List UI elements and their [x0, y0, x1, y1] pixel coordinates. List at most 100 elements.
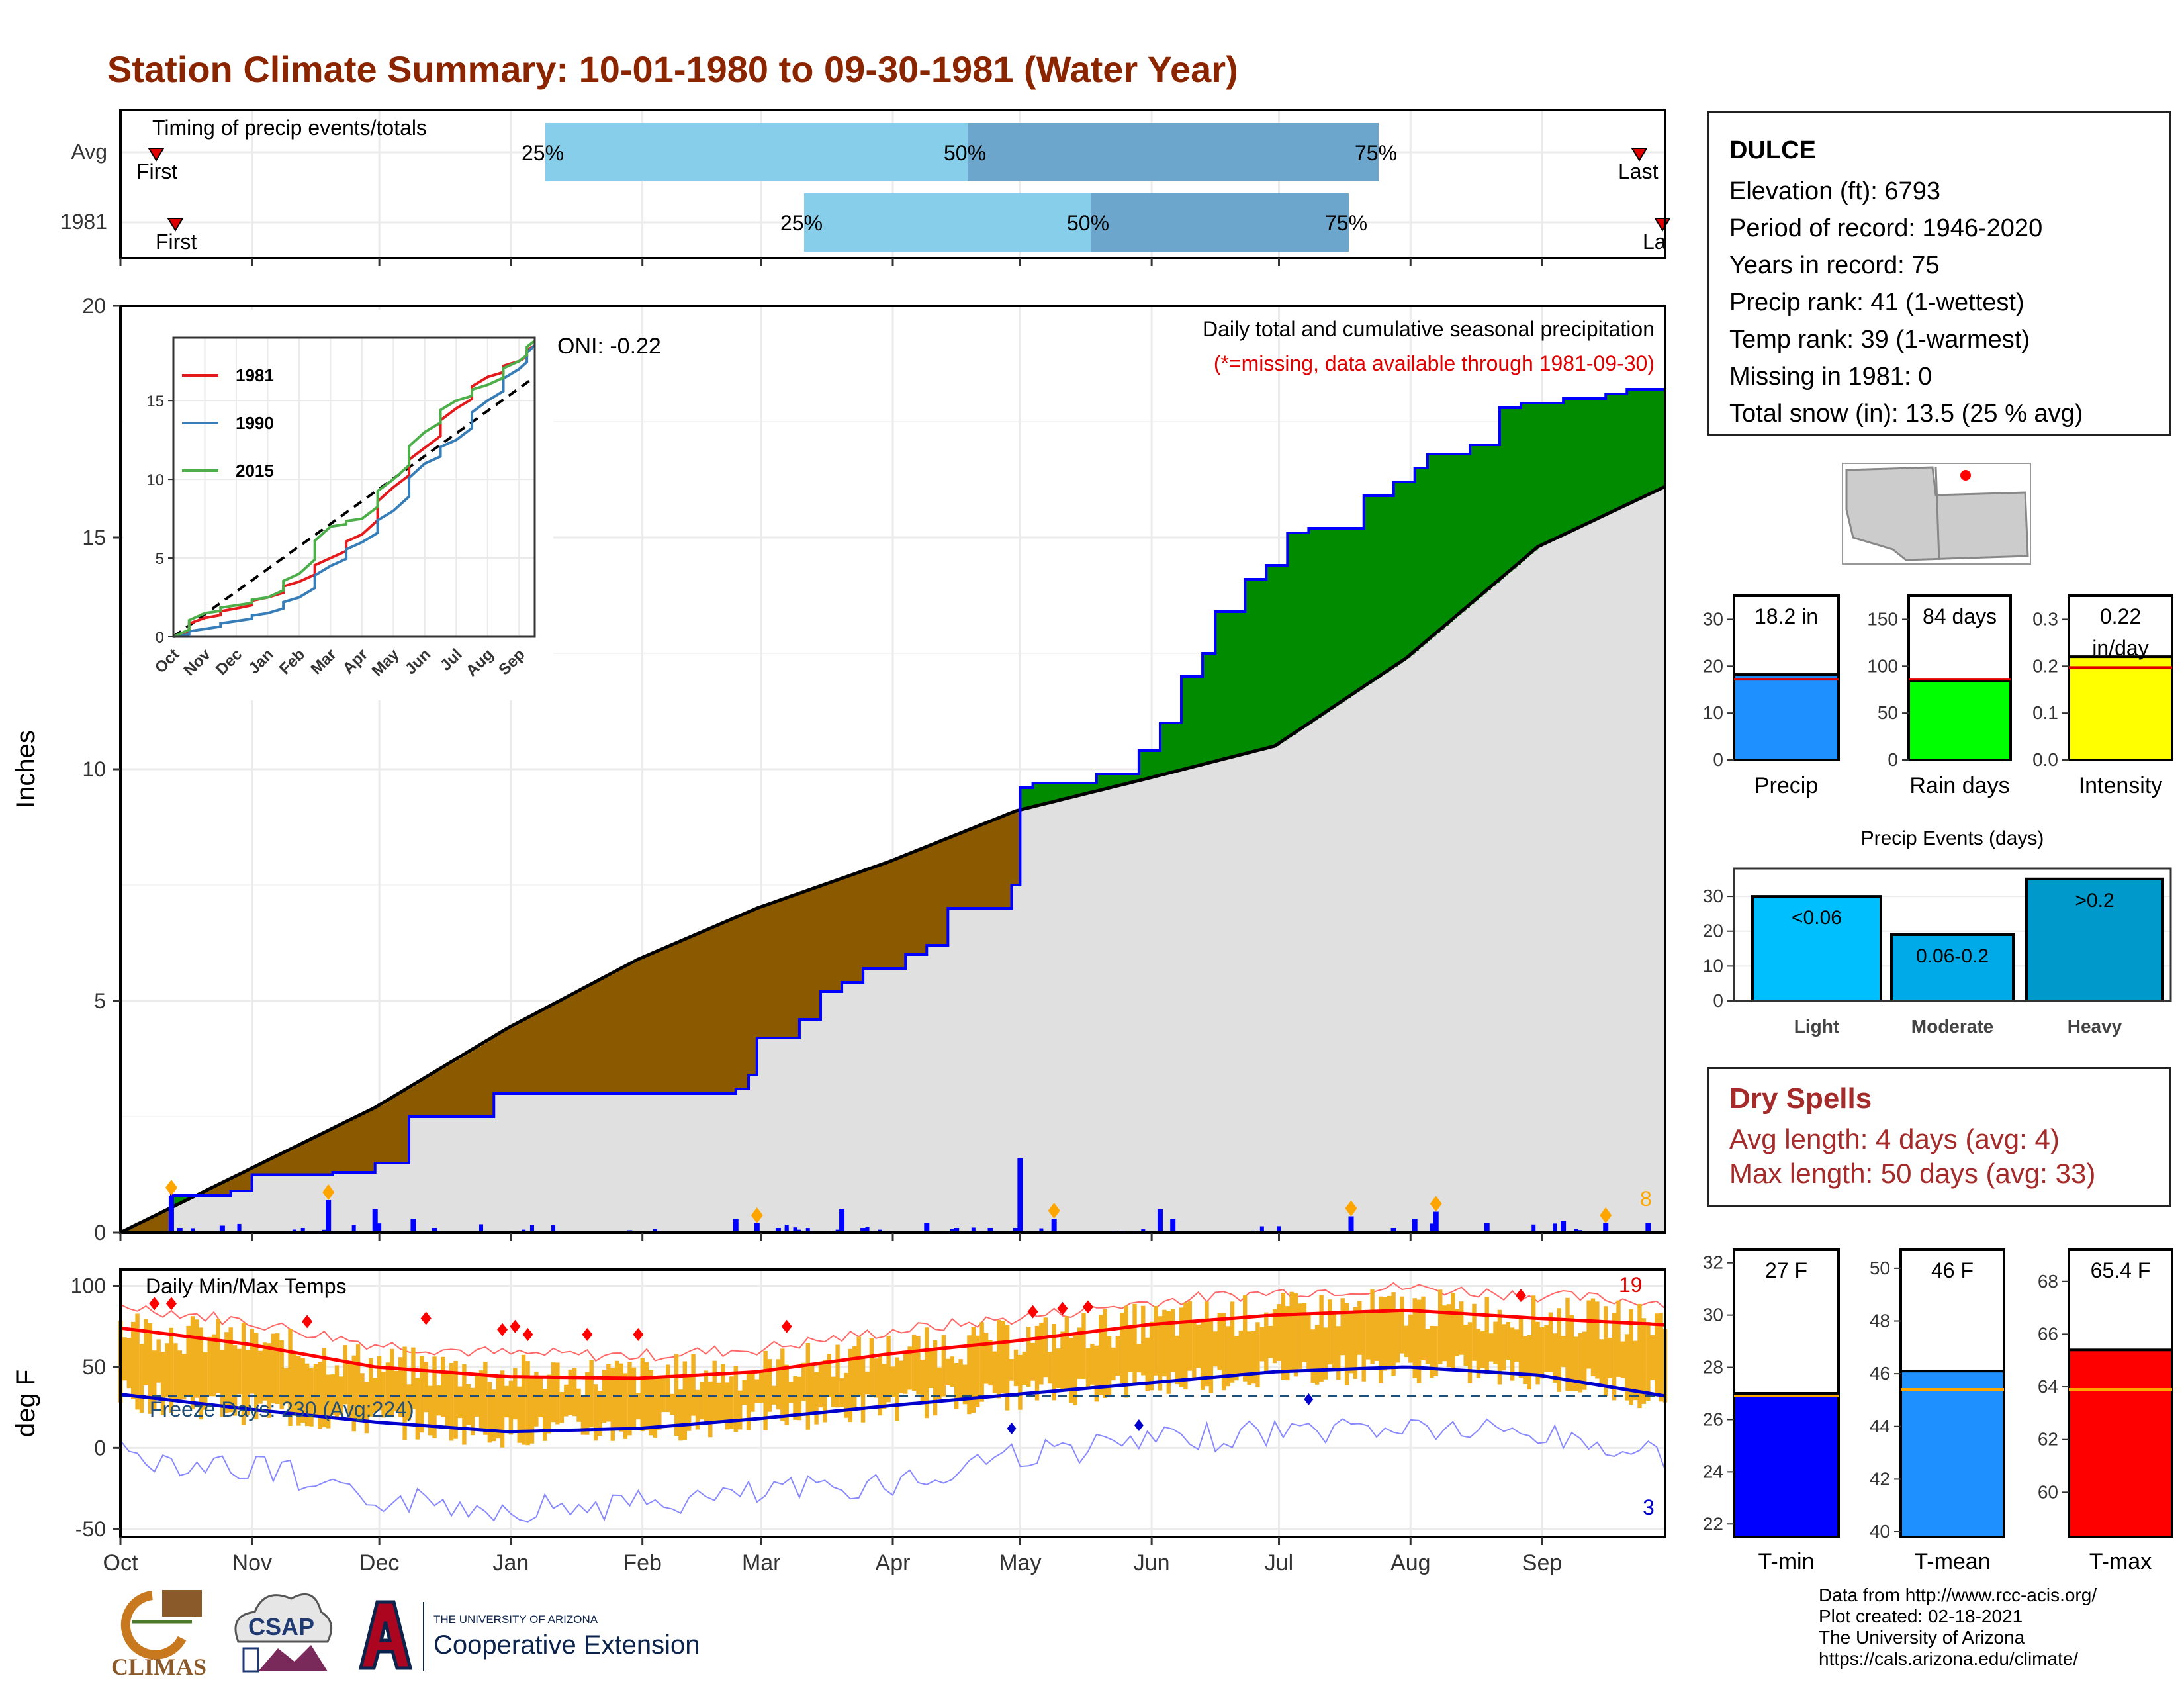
inset-frame — [172, 336, 536, 638]
temp-summary-ytick-label-2-1: 62 — [2038, 1429, 2058, 1450]
event-bar-label-1: 0.06-0.2 — [1916, 945, 1989, 967]
month-label-dec: Dec — [359, 1550, 399, 1575]
daily-precip-small-bar-0 — [865, 1227, 870, 1233]
record-high-marker-icon-12 — [1082, 1300, 1093, 1314]
daily-precip-marker-icon-21 — [1345, 1200, 1357, 1217]
precip-ytick-label-1: 5 — [94, 989, 106, 1013]
summary-ytick-label-2-0: 0.0 — [2032, 749, 2058, 770]
precip-caption: Daily total and cumulative seasonal prec… — [1203, 317, 1655, 341]
page-title: Station Climate Summary: 10-01-1980 to 0… — [107, 48, 1238, 90]
daily-precip-bar-6 — [432, 1228, 437, 1233]
record-high-marker-icon-4 — [497, 1323, 508, 1336]
month-label-apr: Apr — [876, 1550, 911, 1575]
timing-label-50-0: 50% — [944, 141, 986, 165]
events-ytick-label-3: 30 — [1703, 886, 1723, 906]
inset-avg-line — [172, 375, 536, 638]
summary-ytick-label-0-3: 30 — [1703, 608, 1723, 629]
timing-row-label-0: Avg — [71, 140, 107, 164]
summary-bar-name-2: Intensity — [2079, 773, 2163, 798]
record-high-marker-icon-5 — [510, 1319, 521, 1333]
month-label-jun: Jun — [1134, 1550, 1170, 1575]
daily-precip-bar-2 — [219, 1225, 225, 1233]
timing-label-50-1: 50% — [1067, 211, 1109, 235]
events-panel-frame — [1733, 867, 2172, 1002]
inset-series-line-1981 — [173, 344, 536, 638]
dry-spells-box: Dry Spells Avg length: 4 days (avg: 4) M… — [1707, 1067, 2171, 1207]
daily-precip-small-bar-14 — [754, 1227, 759, 1233]
daily-precip-small-bar-32 — [784, 1225, 789, 1233]
daily-precip-bar-22 — [1390, 1228, 1396, 1233]
summary-value-label-1: 84 days — [1923, 604, 1997, 628]
daily-precip-small-bar-7 — [878, 1229, 882, 1233]
summary-bar-rain-days — [1907, 679, 2012, 761]
record-high-marker-icon-13 — [1515, 1289, 1526, 1303]
precip-surplus-area — [171, 389, 1665, 1208]
csap-logo: CSAP — [234, 1593, 333, 1673]
daily-precip-marker-icon-9 — [751, 1207, 763, 1223]
daily-precip-bar-8 — [733, 1219, 739, 1233]
precip-caption-missing: (*=missing, data available through 1981-… — [1214, 352, 1655, 375]
month-label-mar: Mar — [742, 1550, 781, 1575]
temp-summary-ytick-label-0-1: 24 — [1703, 1461, 1723, 1481]
csap-logo-text: CSAP — [248, 1613, 314, 1640]
inset-legend-label-0: 1981 — [236, 365, 274, 385]
station-missing: Missing in 1981: 0 — [1729, 363, 1933, 391]
location-map-border — [1934, 467, 1940, 561]
climas-logo: CLIMAS — [111, 1590, 206, 1680]
inset-ytick-label-3: 15 — [146, 393, 164, 410]
timing-label-75-1: 75% — [1325, 211, 1367, 235]
event-bar-moderate — [1890, 933, 2015, 1002]
temp-summary-ytick-label-2-0: 60 — [2038, 1481, 2058, 1502]
daily-precip-small-bar-5 — [551, 1225, 556, 1233]
temp-summary-ytick-label-1-4: 48 — [1870, 1311, 1890, 1331]
summary-ytick-label-0-0: 0 — [1713, 749, 1723, 770]
daily-precip-bar-10 — [775, 1228, 781, 1233]
record-min-trace — [120, 1418, 1666, 1523]
summary-bar-intensity — [2068, 655, 2173, 761]
timing-first-label-0: First — [136, 160, 177, 183]
daily-precip-marker-icon-3 — [322, 1184, 335, 1200]
daily-precip-small-bar-19 — [351, 1225, 356, 1233]
daily-precip-bar-0 — [168, 1196, 174, 1233]
timing-row-label-1: 1981 — [60, 210, 107, 234]
record-low-marker-icon-1 — [1134, 1419, 1144, 1432]
summary-ytick-label-1-1: 50 — [1878, 702, 1898, 723]
daily-precip-bar-18 — [1051, 1219, 1057, 1233]
daily-precip-small-bar-26 — [322, 1229, 326, 1233]
daily-precip-bar-27 — [1603, 1223, 1609, 1233]
temp-summary-ytick-label-1-2: 44 — [1870, 1416, 1890, 1436]
temp-summary-value-0: 27 F — [1765, 1258, 1807, 1282]
avg-cumulative-line — [119, 485, 1666, 1235]
daily-precip-bar-16 — [1013, 1228, 1019, 1233]
temp-summary-ytick-label-1-1: 42 — [1870, 1468, 1890, 1489]
daily-precip-small-bar-37 — [1430, 1223, 1434, 1233]
daily-precip-small-bar-1 — [292, 1229, 296, 1233]
daily-precip-bar-13 — [924, 1223, 930, 1233]
temp-summary-ytick-label-0-0: 22 — [1703, 1513, 1723, 1534]
daily-precip-small-bar-4 — [1018, 1228, 1023, 1233]
daily-precip-marker-icon-0 — [165, 1180, 177, 1196]
temp-summary-bar-t-max — [2068, 1348, 2173, 1538]
daily-precip-small-bar-29 — [1158, 1226, 1162, 1233]
credits: Data from http://www.rcc-acis.org/ Plot … — [1819, 1585, 2097, 1669]
daily-precip-small-bar-18 — [950, 1229, 954, 1233]
daily-precip-bar-4 — [372, 1209, 378, 1233]
credit-source: Data from http://www.rcc-acis.org/ — [1819, 1585, 2097, 1605]
month-label-sep: Sep — [1522, 1550, 1563, 1575]
timing-last-label-1: Last — [1643, 230, 1683, 254]
record-high-marker-icon-9 — [781, 1319, 792, 1333]
event-bar-name-2: Heavy — [2068, 1016, 2122, 1037]
summary-value-label-0: 18.2 in — [1754, 604, 1818, 628]
temp-ytick-label-2: 0 — [94, 1436, 106, 1460]
precip-ytick-label-3: 15 — [82, 526, 106, 549]
logo-strip: CLIMAS CSAP THE UNIVERSITY OF ARIZONA Co… — [111, 1590, 700, 1680]
inset-legend-label-2: 2015 — [236, 461, 274, 481]
station-temp-rank: Temp rank: 39 (1-warmest) — [1729, 326, 2030, 353]
daily-precip-small-bar-20 — [653, 1229, 657, 1233]
daily-precip-small-bar-2 — [793, 1227, 797, 1233]
temp-summary-name-1: T-mean — [1914, 1549, 1990, 1574]
daily-precip-small-bar-36 — [529, 1225, 534, 1233]
temp-summary-ytick-label-0-5: 32 — [1703, 1252, 1723, 1273]
freeze-days-label: Freeze Days: 230 (Avg:224) — [150, 1397, 414, 1421]
timing-last-label-0: Last — [1618, 160, 1659, 183]
